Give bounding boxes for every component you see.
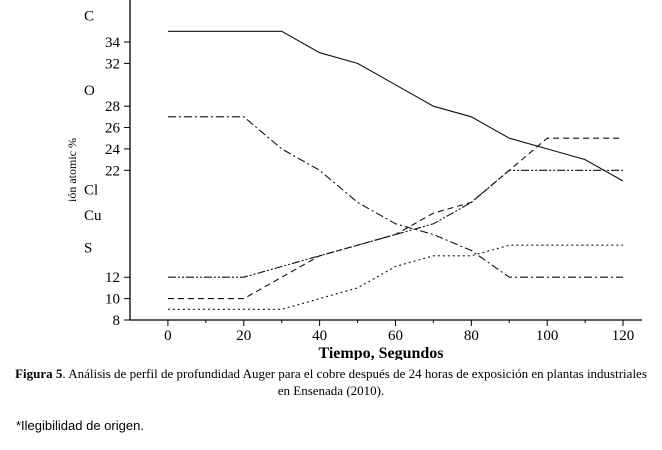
axes — [124, 0, 642, 326]
y-tick-label: 32 — [105, 56, 120, 72]
y-tick-label: 12 — [105, 270, 120, 286]
x-tick-label: 120 — [612, 328, 635, 344]
series-line-cl — [167, 169, 623, 278]
figure-caption: Figura 5. Análisis de perfil de profundi… — [8, 365, 654, 399]
y-tick-label: 8 — [113, 313, 121, 329]
series-label: O — [84, 83, 95, 99]
x-tick-label: 0 — [164, 328, 172, 344]
figure-label: Figura 5 — [15, 366, 63, 381]
y-axis-title: ión atomic % — [65, 138, 79, 202]
y-tick-label: 24 — [105, 142, 121, 158]
x-tick-label: 60 — [388, 328, 403, 344]
depth-profile-chart: 0 20 40 60 80 100 120 8 10 12 22 24 26 28 32 34 C O Cl Cu Si… — [65, 0, 642, 360]
series-group — [167, 30, 624, 310]
series-line-c — [167, 30, 624, 182]
y-tick-label: 26 — [105, 121, 121, 137]
series-line-o — [167, 116, 623, 278]
series-line-cu — [167, 137, 623, 300]
series-label: Cl — [84, 183, 98, 199]
series-label: S — [84, 240, 92, 256]
figure-caption-text: . Análisis de perfil de profundidad Auge… — [62, 366, 647, 398]
x-tick-label: 40 — [312, 328, 327, 344]
illegibility-note: *Ilegibilidad de origen. — [16, 418, 144, 433]
y-tick-label: 10 — [105, 292, 120, 308]
y-tick-label: 22 — [105, 163, 120, 179]
x-tick-label: 100 — [536, 328, 559, 344]
x-axis-title: Tiempo, Segundos — [318, 345, 443, 360]
labels: 0 20 40 60 80 100 120 8 10 12 22 24 26 28 32 34 C O Cl Cu Si… — [65, 8, 634, 360]
series-label: C — [84, 8, 94, 24]
series-line-s — [167, 244, 623, 310]
x-tick-label: 20 — [236, 328, 251, 344]
x-tick-label: 80 — [464, 328, 479, 344]
y-tick-label: 34 — [105, 35, 121, 51]
y-tick-label: 28 — [105, 99, 120, 115]
series-label: Cu — [84, 208, 102, 224]
